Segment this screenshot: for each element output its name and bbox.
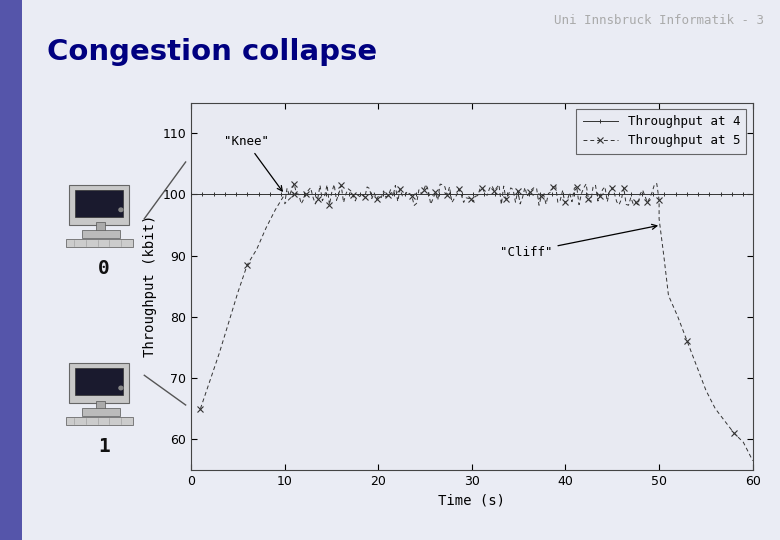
Text: Congestion collapse: Congestion collapse <box>47 38 377 66</box>
Throughput at 4 <box>521 191 530 198</box>
Throughput at 5 <box>205 378 215 384</box>
X-axis label: Time (s): Time (s) <box>438 493 505 507</box>
Line: Throughput at 5: Throughput at 5 <box>197 181 756 463</box>
Circle shape <box>119 386 123 390</box>
Throughput at 4 <box>660 191 669 198</box>
Throughput at 5 <box>196 406 205 412</box>
FancyBboxPatch shape <box>75 368 123 395</box>
FancyBboxPatch shape <box>66 417 133 425</box>
Text: "Knee": "Knee" <box>224 136 282 191</box>
Throughput at 5 <box>652 180 661 187</box>
Throughput at 5 <box>388 193 398 200</box>
Circle shape <box>119 208 123 212</box>
Throughput at 4 <box>186 191 196 198</box>
Throughput at 5 <box>748 457 757 464</box>
Legend: Throughput at 4, Throughput at 5: Throughput at 4, Throughput at 5 <box>576 109 746 153</box>
Text: 0: 0 <box>98 259 110 278</box>
FancyBboxPatch shape <box>96 222 105 231</box>
Throughput at 4 <box>696 191 705 198</box>
Throughput at 4 <box>530 191 540 198</box>
Y-axis label: Throughput (kbit): Throughput (kbit) <box>143 215 157 357</box>
Throughput at 5 <box>471 193 480 199</box>
FancyBboxPatch shape <box>96 401 105 409</box>
Text: 1: 1 <box>98 437 110 456</box>
FancyBboxPatch shape <box>82 408 120 416</box>
FancyBboxPatch shape <box>82 230 120 238</box>
FancyBboxPatch shape <box>75 190 123 217</box>
Text: "Cliff": "Cliff" <box>500 224 657 259</box>
Text: Uni Innsbruck Informatik - 3: Uni Innsbruck Informatik - 3 <box>555 14 764 26</box>
FancyBboxPatch shape <box>66 239 133 247</box>
Throughput at 5 <box>438 181 447 188</box>
FancyBboxPatch shape <box>69 363 129 403</box>
Line: Throughput at 4: Throughput at 4 <box>189 192 755 197</box>
Throughput at 4 <box>188 191 197 198</box>
Throughput at 5 <box>320 192 329 199</box>
Throughput at 5 <box>310 201 320 207</box>
FancyBboxPatch shape <box>69 185 129 225</box>
Throughput at 4 <box>519 191 528 198</box>
Throughput at 4 <box>748 191 757 198</box>
